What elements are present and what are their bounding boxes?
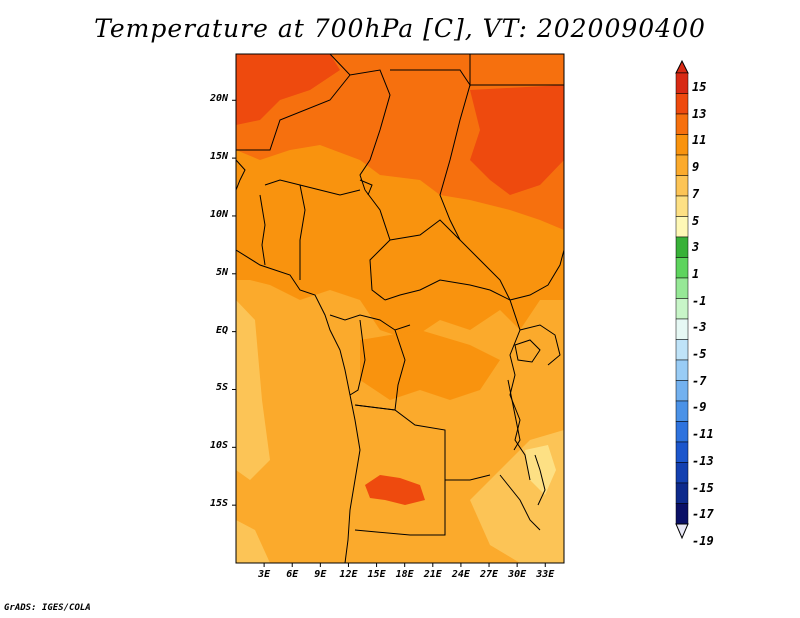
colorbar-swatch	[675, 277, 689, 299]
lat-tick-label: 15S	[209, 498, 228, 510]
colorbar-label: -17	[692, 507, 714, 522]
colorbar-swatch	[675, 134, 689, 156]
colorbar-swatch	[675, 380, 689, 402]
colorbar-label: 9	[692, 160, 700, 175]
field-9-11-congo	[360, 330, 500, 400]
field-5-7-southwest	[236, 520, 270, 563]
lat-tick-label: 10S	[209, 440, 228, 452]
border-9	[299, 184, 306, 280]
west-africa-coast	[236, 159, 361, 563]
colorbar-label: -15	[692, 480, 714, 495]
plot-frame	[235, 53, 565, 564]
border-17	[489, 289, 531, 481]
axis-ticks	[232, 99, 546, 567]
colorbar-label: -13	[692, 453, 714, 468]
lake-malawi	[534, 454, 546, 506]
lon-tick-label: 24E	[451, 569, 470, 580]
field-13-15-nw	[236, 54, 340, 125]
colorbar-swatch	[675, 154, 689, 176]
colorbar-swatch	[675, 93, 689, 115]
colorbar-label: -11	[692, 427, 714, 442]
map-boundaries	[236, 54, 564, 563]
colorbar-swatch	[675, 72, 689, 94]
colorbar-swatch	[675, 359, 689, 381]
colorbar-label: 7	[692, 186, 700, 201]
colorbar-swatch	[675, 441, 689, 463]
lat-tick-label: 20N	[209, 93, 228, 105]
field-13-15-angola	[365, 475, 425, 505]
colorbar-swatch	[675, 236, 689, 258]
border-16	[354, 474, 491, 536]
colorbar-swatch	[675, 482, 689, 504]
border-12	[329, 314, 411, 331]
lat-tick-label: 15N	[209, 151, 228, 163]
lat-tick-label: 5S	[215, 382, 228, 394]
colorbar-label: -9	[692, 400, 707, 415]
lon-tick-label: 33E	[536, 569, 555, 580]
colorbar-label: 13	[692, 106, 707, 121]
colorbar-swatch	[675, 257, 689, 279]
border-11	[384, 279, 491, 301]
lon-tick-label: 21E	[423, 569, 442, 580]
lon-tick-label: 15E	[367, 569, 386, 580]
colorbar-label: 5	[692, 213, 700, 228]
border-2	[390, 54, 471, 87]
colorbar-swatch	[675, 400, 689, 422]
border-1	[329, 54, 391, 191]
border-13	[349, 319, 366, 396]
colorbar-under-arrow	[675, 523, 689, 540]
field-5-7-west	[236, 300, 270, 480]
lake-victoria	[514, 339, 541, 363]
lake-tanganyika	[507, 379, 521, 451]
colorbar-swatch	[675, 195, 689, 217]
border-8	[259, 194, 266, 266]
colorbar-label: -19	[692, 534, 714, 548]
lat-tick-label: EQ	[215, 324, 228, 336]
colorbar-label: -7	[692, 373, 707, 388]
colorbar-swatch	[675, 216, 689, 238]
lon-tick-label: 3E	[258, 569, 271, 580]
chart-title: Temperature at 700hPa [C], VT: 202009040…	[94, 14, 706, 43]
colorbar-swatch	[675, 503, 689, 525]
border-15	[354, 404, 446, 480]
colorbar-over-arrow	[675, 59, 689, 74]
border-19	[519, 324, 561, 366]
colorbar-label: 1	[692, 266, 700, 281]
lon-tick-label: 27E	[479, 569, 499, 580]
colorbar-swatch	[675, 339, 689, 361]
colorbar-swatch	[675, 421, 689, 443]
colorbar-label: 11	[692, 133, 707, 148]
lat-tick-label: 10N	[209, 208, 228, 220]
colorbar-swatch	[675, 318, 689, 340]
colorbar-label: -3	[692, 320, 707, 335]
lat-tick-label: 5N	[215, 266, 228, 278]
colorbar-label: 3	[692, 240, 700, 255]
border-18	[499, 474, 541, 531]
colorbar-swatch	[675, 462, 689, 484]
colorbar-label: -5	[692, 347, 707, 362]
lon-tick-label: 12E	[339, 569, 358, 580]
lon-tick-label: 30E	[508, 569, 527, 580]
colorbar-swatch	[675, 175, 689, 197]
colorbar-label: 15	[692, 80, 707, 94]
border-10	[389, 219, 461, 241]
border-20	[509, 249, 564, 301]
colorbar-swatch	[675, 113, 689, 135]
border-6	[364, 189, 391, 301]
border-4	[236, 74, 351, 151]
field-13-15-ne	[470, 85, 564, 195]
lon-tick-label: 18E	[395, 569, 414, 580]
border-7	[264, 179, 361, 196]
lon-tick-label: 9E	[314, 569, 327, 580]
lake-chad	[359, 179, 373, 196]
colorbar-label: -1	[692, 293, 707, 308]
credit-text: GrADS: IGES/COLA	[4, 603, 91, 613]
colorbar	[675, 59, 689, 540]
border-5	[439, 84, 511, 301]
colorbar-swatch	[675, 298, 689, 320]
lon-tick-label: 6E	[286, 569, 299, 580]
